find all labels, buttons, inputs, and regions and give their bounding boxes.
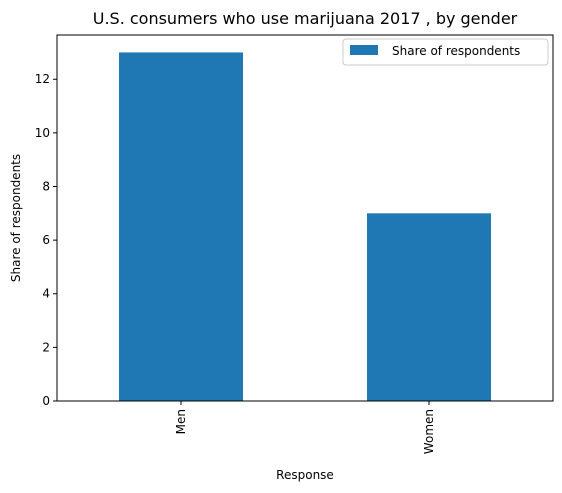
y-tick-label: 6 xyxy=(42,233,50,247)
bar-women xyxy=(367,213,491,401)
y-tick-label: 4 xyxy=(42,287,50,301)
legend: Share of respondents xyxy=(342,38,549,66)
legend-swatch xyxy=(350,45,378,55)
bars-group xyxy=(119,52,491,402)
x-axis-title: Response xyxy=(276,468,334,482)
plot-frame xyxy=(56,34,554,402)
x-tick-label: Women xyxy=(422,409,436,454)
y-tick-label: 10 xyxy=(35,126,50,140)
bar-men xyxy=(119,52,243,402)
plot-area xyxy=(56,34,554,402)
x-tick-label: Men xyxy=(174,409,188,434)
x-axis: Men Women xyxy=(174,401,436,454)
legend-frame xyxy=(342,38,549,66)
legend-label: Share of respondents xyxy=(392,44,520,58)
y-tick-label: 8 xyxy=(42,179,50,193)
y-axis-title: Share of respondents xyxy=(9,154,23,282)
y-tick-label: 12 xyxy=(35,72,50,86)
chart-title: U.S. consumers who use marijuana 2017 , … xyxy=(93,9,518,28)
y-tick-label: 0 xyxy=(42,394,50,408)
y-tick-label: 2 xyxy=(42,340,50,354)
y-axis: 0 2 4 6 8 10 12 xyxy=(35,72,57,408)
